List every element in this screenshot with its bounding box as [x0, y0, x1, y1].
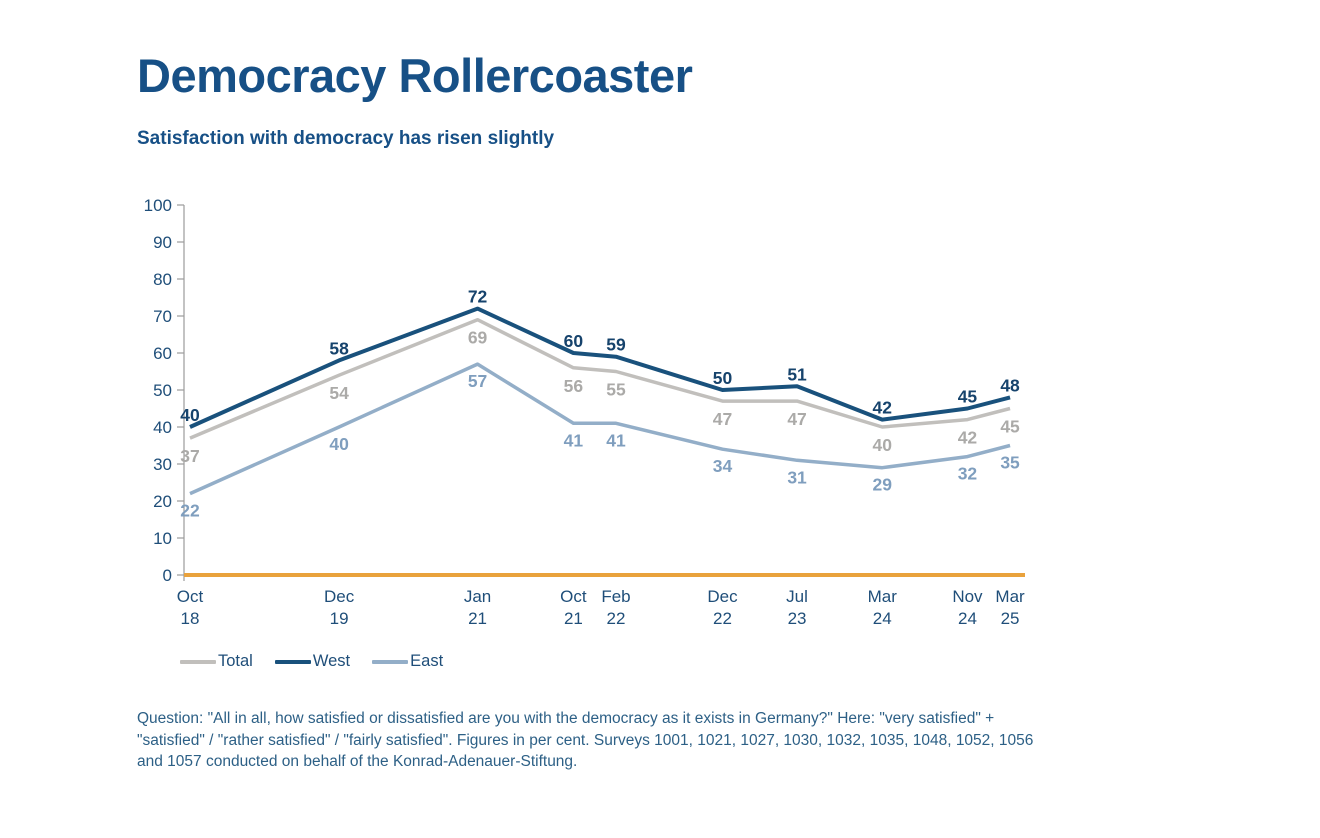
- page-subtitle: Satisfaction with democracy has risen sl…: [137, 128, 555, 149]
- x-label-year: 22: [607, 609, 626, 628]
- legend-label-east: East: [410, 652, 444, 670]
- legend-item-east: East: [372, 652, 443, 671]
- value-label-west: 59: [606, 335, 626, 355]
- series-line-total: [189, 317, 1011, 440]
- x-label-month: Jan: [464, 587, 491, 606]
- chart-canvas: 0102030405060708090100Oct18Dec19Jan21Oct…: [144, 196, 1025, 628]
- value-label-total: 47: [787, 409, 806, 429]
- value-label-total: 54: [329, 383, 349, 403]
- value-label-east: 35: [1000, 453, 1020, 473]
- total-line-swatch-icon: [180, 659, 216, 664]
- value-label-east: 34: [713, 456, 733, 476]
- value-label-total: 56: [564, 376, 584, 396]
- value-label-west: 60: [564, 331, 584, 351]
- value-label-total: 45: [1000, 417, 1020, 437]
- value-label-east: 41: [606, 430, 626, 450]
- value-label-east: 31: [787, 467, 807, 487]
- value-label-west: 50: [713, 368, 733, 388]
- x-axis-labels: Oct 18 Dec 19 Jan 21 Oct 21 Feb 22 Dec 22 Jul 23 Mar 24…: [177, 587, 1025, 628]
- x-label-month: Nov: [952, 587, 983, 606]
- series-labels-total: 37 54 69 56 55 47 47 40 42 45: [180, 328, 1020, 466]
- value-label-east: 40: [329, 434, 349, 454]
- value-label-east: 29: [873, 475, 893, 495]
- x-label-month: Feb: [601, 587, 630, 606]
- value-label-west: 40: [180, 405, 200, 425]
- line-chart: 0 10 20 30 40 50 60 70 80 90 100 Oct 18 Dec 19 Jan 21 Oct…: [130, 195, 1070, 650]
- x-label-year: 21: [468, 609, 487, 628]
- value-label-east: 57: [468, 371, 487, 391]
- chart-legend: Total West East: [180, 652, 443, 671]
- x-label-month: Jul: [786, 587, 808, 606]
- east-line-swatch-icon: [372, 659, 409, 664]
- legend-item-west: West: [274, 652, 351, 671]
- series-labels-east: 22 40 57 41 41 34 31 29 32 35: [180, 371, 1020, 520]
- x-label-year: 23: [788, 609, 807, 628]
- value-label-west: 51: [787, 364, 807, 384]
- value-label-total: 55: [606, 380, 626, 400]
- page-title: Democracy Rollercoaster: [137, 49, 693, 102]
- series-labels-west: 40 58 72 60 59 50 51 42 45 48: [180, 287, 1020, 425]
- x-label-month: Mar: [868, 587, 898, 606]
- value-label-west: 72: [468, 287, 488, 307]
- source-footnote: Question: "All in all, how satisfied or …: [137, 710, 1034, 770]
- y-tick-label: 80: [153, 270, 172, 289]
- legend-label-west: West: [312, 652, 351, 670]
- y-axis: 0 10 20 30 40 50 60 70 80 90 100: [144, 196, 185, 585]
- series-line-east: [189, 362, 1011, 496]
- y-tick-label: 60: [153, 344, 172, 363]
- y-tick-label: 50: [153, 381, 172, 400]
- west-line-swatch-icon: [274, 659, 311, 664]
- value-label-total: 69: [468, 328, 488, 348]
- y-tick-label: 70: [153, 307, 172, 326]
- x-label-month: Dec: [707, 587, 738, 606]
- y-tick-label: 40: [153, 418, 172, 437]
- x-label-year: 24: [958, 609, 977, 628]
- value-label-west: 45: [958, 387, 978, 407]
- value-label-total: 40: [873, 435, 893, 455]
- value-label-total: 37: [180, 446, 199, 466]
- x-label-month: Mar: [995, 587, 1025, 606]
- x-label-month: Oct: [177, 587, 204, 606]
- y-tick-label: 100: [144, 196, 172, 215]
- x-label-year: 18: [181, 609, 200, 628]
- y-tick-label: 30: [153, 455, 172, 474]
- x-label-year: 21: [564, 609, 583, 628]
- value-label-east: 22: [180, 501, 200, 521]
- value-label-west: 58: [329, 338, 349, 358]
- y-tick-label: 10: [153, 529, 172, 548]
- y-tick-label: 0: [163, 566, 172, 585]
- value-label-total: 47: [713, 409, 732, 429]
- value-label-west: 42: [873, 398, 893, 418]
- x-label-month: Oct: [560, 587, 587, 606]
- series-line-west: [189, 306, 1011, 429]
- legend-label-total: Total: [218, 652, 253, 670]
- x-label-year: 19: [330, 609, 349, 628]
- x-label-year: 22: [713, 609, 732, 628]
- y-tick-label: 20: [153, 492, 172, 511]
- value-label-east: 41: [564, 430, 584, 450]
- y-tick-label: 90: [153, 233, 172, 252]
- value-label-total: 42: [958, 428, 978, 448]
- legend-item-total: Total: [180, 652, 253, 671]
- x-label-month: Dec: [324, 587, 355, 606]
- value-label-west: 48: [1000, 375, 1020, 395]
- x-label-year: 25: [1001, 609, 1020, 628]
- x-label-year: 24: [873, 609, 892, 628]
- value-label-east: 32: [958, 464, 978, 484]
